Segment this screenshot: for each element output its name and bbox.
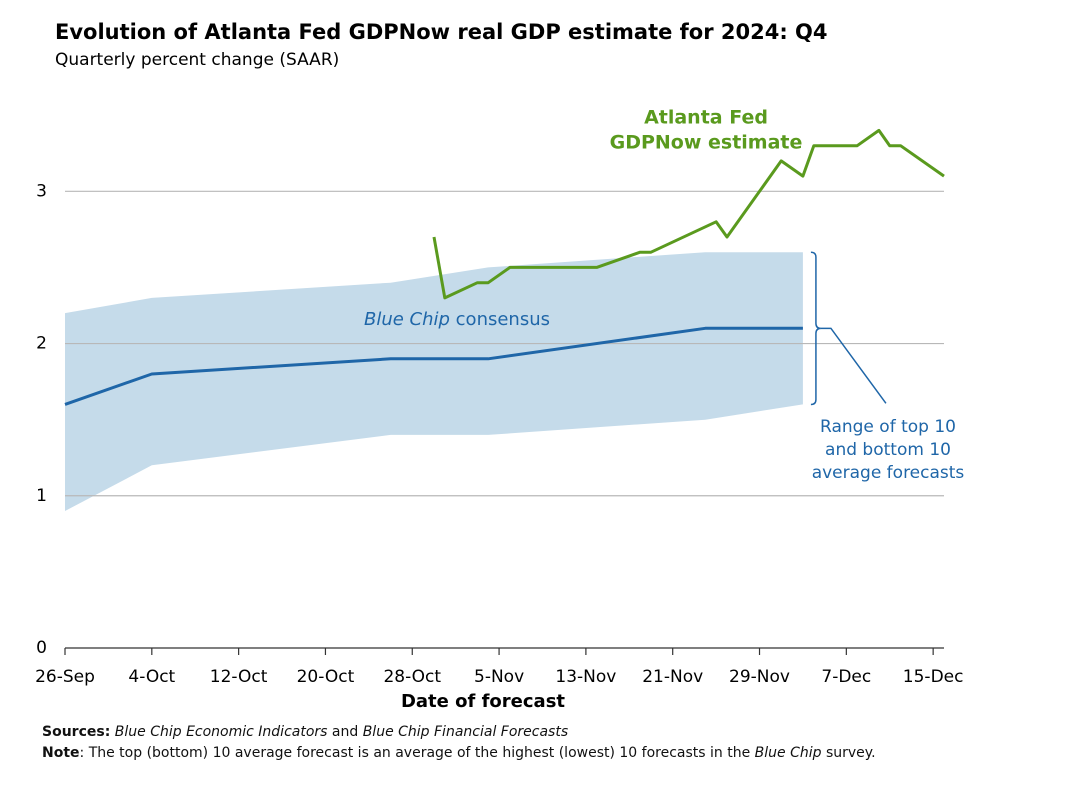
x-tick-label: 29-Nov (729, 667, 790, 687)
range-label: average forecasts (812, 463, 965, 483)
y-tick-label: 1 (36, 486, 47, 506)
grid (65, 190, 944, 497)
range-label: Range of top 10 (820, 417, 956, 437)
x-tick-label: 15-Dec (903, 667, 964, 687)
sources: Sources: Blue Chip Economic Indicators a… (42, 722, 882, 743)
x-tick-label: 4-Oct (128, 667, 175, 687)
range-label: and bottom 10 (825, 440, 951, 460)
range-leader (820, 327, 887, 404)
y-tick-label: 2 (36, 334, 47, 354)
series-line (64, 326, 803, 406)
x-axis-title: Date of forecast (401, 691, 565, 712)
x-tick-label: 5-Nov (474, 667, 524, 687)
source: Blue Chip Financial Forecasts (362, 724, 569, 740)
text: and (327, 724, 363, 740)
y-tick-label: 0 (36, 638, 47, 658)
source: Blue Chip Economic Indicators (114, 724, 328, 740)
text: survey. (821, 745, 876, 761)
x-tick-label: 21-Nov (642, 667, 703, 687)
note-head: Note (42, 745, 80, 761)
chart-subtitle: Quarterly percent change (SAAR) (55, 50, 339, 70)
x-tick-label: 28-Oct (383, 667, 441, 687)
x-tick-label: 12-Oct (210, 667, 268, 687)
series-label: Atlanta Fed (644, 107, 768, 129)
sources-head: Sources: (42, 724, 111, 740)
series-label: Blue Chip consensus (364, 309, 550, 330)
x-tick-label: 20-Oct (297, 667, 355, 687)
note: Note: The top (bottom) 10 average foreca… (42, 743, 882, 764)
text: Blue Chip (754, 745, 822, 761)
x-tick-label: 26-Sep (35, 667, 95, 687)
range-bracket (810, 251, 821, 406)
x-tick-label: 13-Nov (555, 667, 616, 687)
series-label: GDPNow estimate (610, 132, 803, 154)
chart: Evolution of Atlanta Fed GDPNow real GDP… (35, 20, 965, 712)
text: : The top (bottom) 10 average forecast i… (79, 745, 755, 761)
x-tick-label: 7-Dec (821, 667, 871, 687)
label-part: Blue Chip (364, 309, 450, 330)
y-tick-label: 3 (36, 181, 47, 201)
range-band (65, 252, 803, 511)
label-part: consensus (450, 309, 550, 330)
chart-title: Evolution of Atlanta Fed GDPNow real GDP… (55, 20, 828, 44)
footnotes: Sources: Blue Chip Economic Indicators a… (42, 722, 882, 764)
series-line (432, 128, 945, 300)
